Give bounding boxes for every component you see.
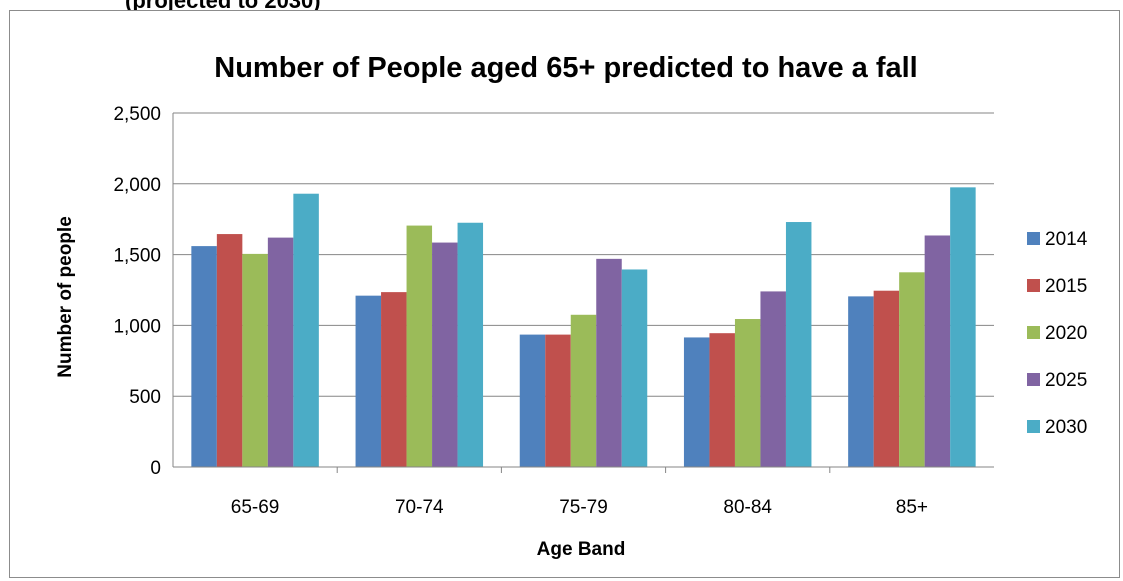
bar-80-84-2025	[760, 291, 786, 467]
legend-item-2025: 2025	[1027, 370, 1087, 391]
x-tick-label: 70-74	[395, 497, 444, 518]
legend-label: 2030	[1045, 417, 1087, 438]
bar-65-69-2020	[242, 253, 268, 467]
bar-65-69-2014	[191, 246, 217, 467]
legend-swatch	[1027, 326, 1040, 339]
bar-75-79-2014	[519, 334, 546, 467]
legend-swatch	[1027, 279, 1040, 292]
y-tick-label: 1,500	[113, 246, 161, 267]
bar-75-79-2015	[545, 334, 571, 467]
x-tick-label: 85+	[896, 497, 928, 518]
bar-chart: Number of People aged 65+ predicted to h…	[55, 52, 1088, 560]
x-tick-labels: 65-69 70-74 75-79 80-84 85+	[231, 497, 928, 518]
bar-85+-2014	[848, 296, 874, 467]
bar-70-74-2025	[432, 242, 458, 467]
bar-65-69-2015	[216, 234, 243, 467]
legend-swatch	[1027, 232, 1040, 245]
y-axis-title: Number of people	[55, 216, 76, 378]
y-tick-label: 2,000	[113, 175, 161, 196]
x-tick-label: 65-69	[231, 497, 280, 518]
bars	[191, 187, 976, 467]
bar-80-84-2020	[734, 319, 761, 467]
bar-85+-2025	[924, 235, 951, 467]
y-tick-label: 500	[129, 387, 161, 408]
bar-70-74-2030	[457, 222, 484, 467]
bar-65-69-2030	[293, 193, 319, 467]
y-tick-label: 1,000	[113, 316, 161, 337]
document-heading: (projected to 2030)	[125, 0, 321, 13]
legend-swatch	[1027, 373, 1040, 386]
chart-title: Number of People aged 65+ predicted to h…	[214, 52, 917, 84]
legend-item-2030: 2030	[1027, 417, 1087, 438]
bar-80-84-2014	[683, 337, 710, 467]
legend-label: 2015	[1045, 276, 1087, 297]
legend-label: 2020	[1045, 323, 1087, 344]
legend-label: 2025	[1045, 370, 1087, 391]
bar-85+-2020	[899, 272, 925, 467]
bar-85+-2015	[873, 290, 900, 467]
bar-80-84-2015	[709, 333, 735, 467]
bar-65-69-2025	[267, 237, 294, 467]
y-tick-label: 2,500	[113, 104, 161, 125]
legend-item-2015: 2015	[1027, 276, 1087, 297]
bar-80-84-2030	[785, 222, 812, 467]
bar-75-79-2030	[621, 269, 648, 467]
legend-swatch	[1027, 420, 1040, 433]
y-tick-labels: 0 500 1,000 1,500 2,000 2,500	[113, 104, 161, 479]
legend: 2014 2015 2020 2025 2030	[1027, 229, 1088, 438]
bar-70-74-2015	[381, 292, 407, 467]
legend-label: 2014	[1045, 229, 1088, 250]
bar-85+-2030	[950, 187, 976, 467]
bar-75-79-2025	[596, 258, 622, 467]
legend-item-2020: 2020	[1027, 323, 1087, 344]
x-tick-label: 75-79	[559, 497, 608, 518]
bar-75-79-2020	[570, 314, 597, 467]
bar-70-74-2020	[406, 225, 433, 467]
bar-70-74-2014	[355, 295, 382, 467]
y-tick-label: 0	[150, 458, 161, 479]
axes	[172, 113, 994, 473]
legend-item-2014: 2014	[1027, 229, 1088, 250]
x-tick-label: 80-84	[723, 497, 772, 518]
chart-area: Number of People aged 65+ predicted to h…	[9, 10, 1120, 578]
x-axis-title: Age Band	[537, 539, 626, 560]
